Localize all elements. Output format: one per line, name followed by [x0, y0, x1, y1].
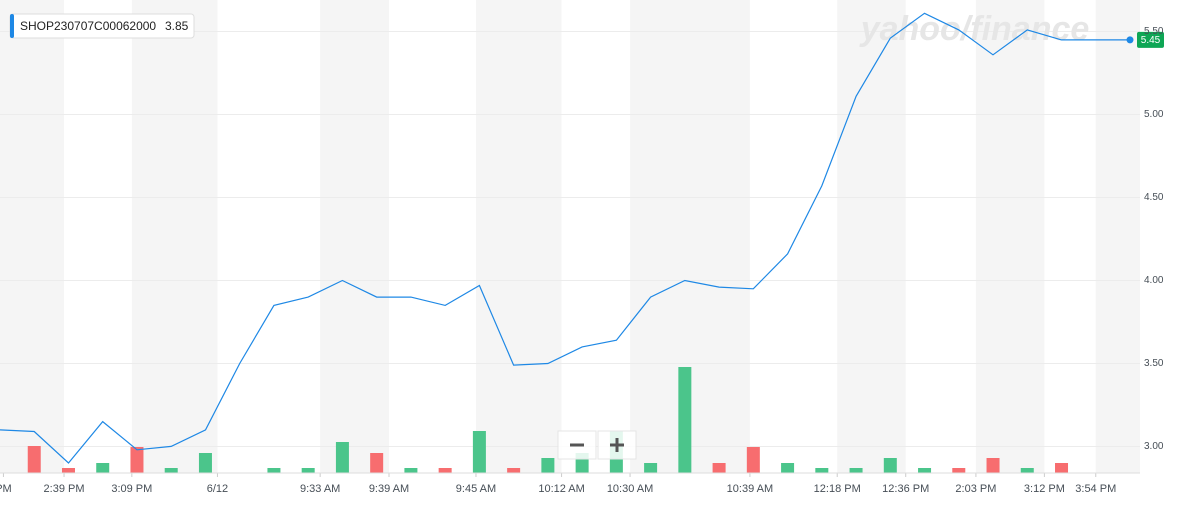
band: [975, 0, 1045, 473]
legend-label: SHOP230707C00062000: [20, 19, 156, 33]
y-tick-label: 3.50: [1144, 358, 1164, 369]
x-tick-label: PM: [0, 483, 12, 495]
zoom-in-button[interactable]: [597, 430, 637, 460]
band: [0, 0, 65, 473]
volume-bar: [678, 367, 692, 473]
volume-bar: [507, 468, 521, 473]
last-price-label: 5.45: [1141, 35, 1161, 46]
y-tick-label: 4.50: [1144, 192, 1164, 203]
x-tick-label: 10:12 AM: [538, 483, 584, 495]
axes: 3.00 3.50 4.00 4.50 5.00 5.50 PM 2:39 PM 3:09 PM…: [0, 26, 1164, 495]
x-tick-label: 2:03 PM: [955, 483, 996, 495]
x-tick-label: 10:39 AM: [727, 483, 773, 495]
x-tick-label: 2:39 PM: [44, 483, 85, 495]
volume-bar: [130, 447, 144, 473]
volume-bar: [27, 446, 41, 473]
volume-bar: [986, 458, 1000, 473]
legend-swatch: [10, 14, 14, 38]
band: [837, 0, 906, 473]
x-tick-label: 9:33 AM: [300, 483, 340, 495]
volume-bar: [267, 468, 281, 473]
volume-bar: [712, 463, 726, 473]
x-tick-label: 9:39 AM: [369, 483, 409, 495]
watermark: yahoo/finance: [859, 10, 1090, 48]
volume-bar: [781, 463, 795, 473]
x-tick-label: 12:18 PM: [814, 483, 861, 495]
plot: 5.45: [0, 12, 1164, 464]
y-tick-label: 5.50: [1144, 26, 1164, 37]
volume-bar: [404, 468, 418, 473]
volume-bar: [644, 463, 658, 473]
price-line: [0, 12, 1130, 464]
volume-bar: [472, 431, 486, 473]
band: [1095, 0, 1140, 473]
volume-bar: [335, 442, 349, 473]
x-tick-label: 3:09 PM: [111, 483, 152, 495]
volume-bar: [96, 463, 110, 473]
volume-bar: [849, 468, 863, 473]
volume-bar: [370, 453, 384, 473]
zoom-controls: [557, 430, 637, 460]
y-tick-label: 4.00: [1144, 275, 1164, 286]
x-tick-label: 3:12 PM: [1024, 483, 1065, 495]
band: [475, 0, 562, 473]
volume-bar: [164, 468, 178, 473]
volume-bar: [198, 453, 212, 473]
volume-bar: [438, 468, 452, 473]
last-point: [1126, 36, 1134, 44]
volume-bar: [918, 468, 932, 473]
legend-value: 3.85: [165, 19, 189, 33]
volume-bar: [1020, 468, 1034, 473]
volume-bar: [815, 468, 829, 473]
volume-bar: [883, 458, 897, 473]
volume-bar: [61, 468, 75, 473]
x-tick-label: 6/12: [207, 483, 228, 495]
legend: SHOP230707C00062000 3.85: [9, 13, 195, 39]
y-tick-label: 3.00: [1144, 441, 1164, 452]
volume-bar: [301, 468, 315, 473]
x-tick-label: 10:30 AM: [607, 483, 653, 495]
last-price-badge: [1137, 31, 1164, 48]
x-tick-label: 12:36 PM: [882, 483, 929, 495]
volume-bar: [746, 447, 760, 473]
volume-bar: [541, 458, 555, 473]
volume-bar: [1055, 463, 1069, 473]
bands: [0, 0, 1140, 473]
band: [320, 0, 389, 473]
volume-bar: [952, 468, 966, 473]
x-tick-label: 9:45 AM: [456, 483, 496, 495]
x-tick-label: 3:54 PM: [1075, 483, 1116, 495]
y-tick-label: 5.00: [1144, 109, 1164, 120]
band: [131, 0, 218, 473]
